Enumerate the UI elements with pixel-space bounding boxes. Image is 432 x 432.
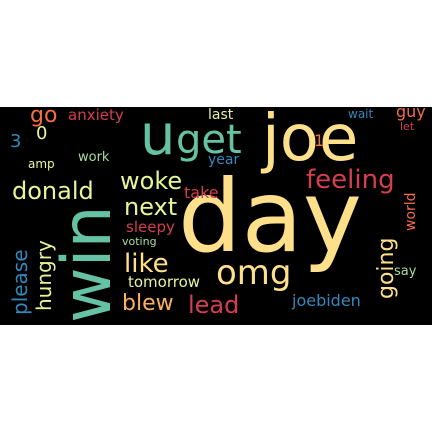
word-tomorrow: tomorrow: [128, 273, 201, 291]
word-joebiden: joebiden: [292, 291, 361, 310]
word-go: go: [30, 107, 58, 128]
word-say: say: [394, 264, 417, 279]
word-blew: blew: [122, 291, 174, 316]
word-wait: wait: [348, 107, 374, 121]
word-cloud: day win joe u get feeling omg like next woke donal…: [0, 107, 432, 325]
word-day: day: [178, 158, 362, 275]
word-3: 3: [10, 131, 22, 152]
word-1: 1: [314, 131, 325, 150]
word-year: year: [208, 152, 240, 168]
word-next: next: [124, 193, 178, 221]
word-voting: voting: [122, 235, 157, 248]
word-omg: omg: [216, 253, 292, 293]
word-feeling: feeling: [306, 165, 395, 195]
word-sleepy: sleepy: [126, 218, 175, 236]
word-like: like: [124, 249, 169, 279]
word-hungry: hungry: [32, 240, 56, 311]
word-let: let: [400, 120, 415, 133]
word-please: please: [8, 249, 32, 315]
word-donald: donald: [12, 177, 94, 205]
word-u: u: [140, 107, 176, 168]
word-win: win: [48, 205, 127, 323]
word-amp: amp: [28, 157, 55, 171]
word-cloud-words: day win joe u get feeling omg like next woke donal…: [0, 107, 432, 325]
word-work: work: [78, 150, 110, 165]
word-take: take: [184, 183, 219, 202]
word-0: 0: [36, 123, 48, 144]
word-get: get: [176, 117, 242, 163]
word-anxiety: anxiety: [68, 107, 124, 124]
word-woke: woke: [120, 167, 183, 195]
word-world: world: [403, 192, 419, 231]
word-last: last: [208, 107, 234, 123]
word-guy: guy: [396, 107, 426, 121]
word-joe: joe: [262, 107, 359, 176]
word-lead: lead: [188, 291, 240, 319]
